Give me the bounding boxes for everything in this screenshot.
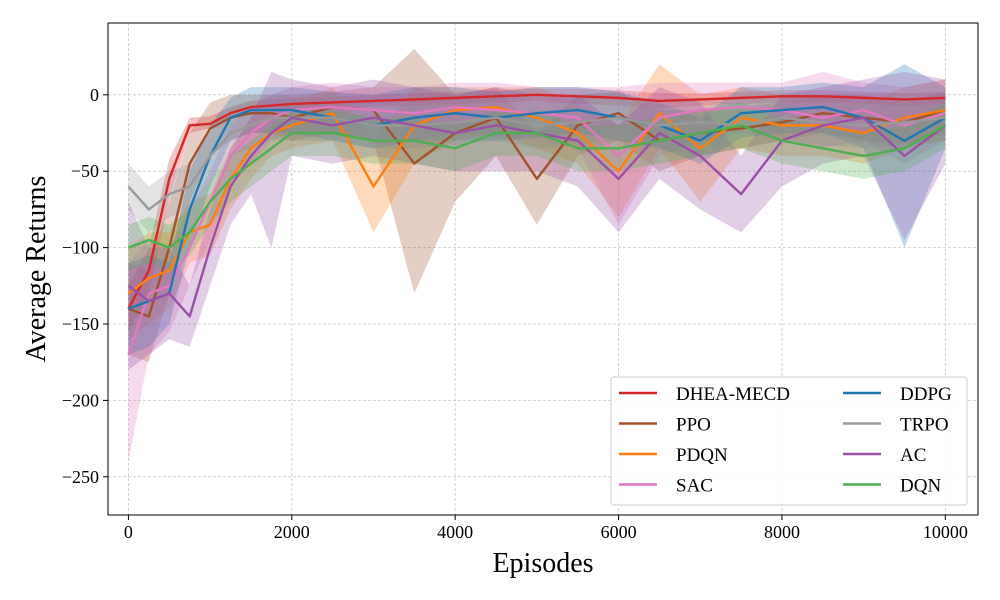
x-tick-label: 0 bbox=[124, 522, 133, 542]
x-tick-label: 2000 bbox=[274, 522, 310, 542]
y-tick-label: −250 bbox=[62, 467, 99, 487]
band-dqn bbox=[128, 102, 946, 271]
x-tick-label: 6000 bbox=[601, 522, 637, 542]
band-ac bbox=[128, 71, 946, 370]
y-tick-label: −50 bbox=[71, 161, 99, 181]
x-tick-label: 10000 bbox=[923, 522, 968, 542]
y-tick-label: −150 bbox=[62, 314, 99, 334]
y-axis-title: Average Returns bbox=[21, 176, 52, 363]
line-pdqn bbox=[127, 105, 946, 295]
legend-label-sac: SAC bbox=[676, 476, 713, 497]
legend-label-trpo: TRPO bbox=[900, 415, 949, 436]
line-dqn bbox=[128, 124, 946, 249]
series-lines bbox=[127, 93, 947, 355]
legend-label-ac: AC bbox=[900, 445, 926, 466]
y-tick-label: −200 bbox=[62, 390, 99, 410]
y-tick-label: 0 bbox=[90, 85, 99, 105]
x-tick-label: 4000 bbox=[437, 522, 473, 542]
legend-label-ddpg: DDPG bbox=[900, 384, 952, 405]
legend-label-pdqn: PDQN bbox=[676, 445, 728, 466]
band-ddpg bbox=[128, 64, 946, 355]
grid bbox=[108, 23, 978, 515]
y-tick-label: −100 bbox=[62, 238, 99, 258]
axis-ticks: 0 2000 4000 6000 8000 10000 −250 −200 −150 −100 −5… bbox=[62, 85, 968, 542]
legend-label-dhea-mecd: DHEA-MECD bbox=[676, 384, 790, 405]
line-dhea-mecd bbox=[127, 93, 946, 310]
legend-label-ppo: PPO bbox=[676, 415, 711, 436]
legend-box bbox=[610, 376, 968, 506]
x-axis-title: Episodes bbox=[492, 548, 593, 579]
line-trpo bbox=[127, 116, 946, 211]
x-tick-label: 8000 bbox=[764, 522, 800, 542]
legend: DHEA-MECD PPO PDQN SAC DDPG TRPO AC DQN bbox=[610, 376, 968, 506]
legend-label-dqn: DQN bbox=[900, 476, 941, 497]
plot-frame bbox=[107, 22, 979, 516]
